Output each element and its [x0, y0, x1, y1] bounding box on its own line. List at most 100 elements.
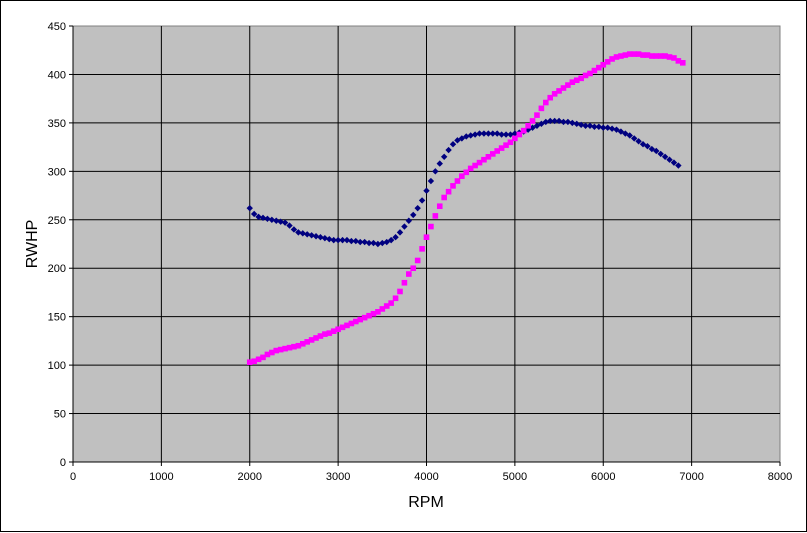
- data-point: [282, 345, 288, 352]
- data-point: [365, 239, 373, 247]
- data-point: [670, 159, 678, 166]
- data-point: [375, 309, 381, 315]
- data-point: [401, 223, 408, 230]
- y-tick-label: 50: [54, 409, 66, 421]
- data-point: [556, 88, 562, 94]
- data-point: [582, 122, 589, 129]
- data-point: [268, 216, 276, 223]
- data-point: [450, 183, 456, 189]
- data-point: [374, 240, 382, 248]
- gridlines: [69, 26, 780, 466]
- data-point: [520, 127, 527, 134]
- data-point: [322, 331, 328, 337]
- data-point: [503, 142, 509, 148]
- data-point: [299, 340, 306, 347]
- data-point: [246, 359, 253, 366]
- series-2: [246, 51, 686, 366]
- x-tick-label: 8000: [768, 471, 792, 483]
- data-point: [273, 347, 280, 354]
- data-point: [640, 52, 646, 58]
- data-point: [630, 135, 638, 142]
- data-point: [348, 320, 355, 327]
- data-point: [489, 151, 496, 157]
- y-tick-label: 400: [48, 69, 66, 81]
- data-point: [591, 67, 598, 74]
- data-point: [538, 105, 545, 112]
- data-point: [449, 141, 457, 148]
- data-point: [600, 124, 607, 131]
- data-point: [348, 237, 355, 245]
- data-point: [410, 265, 417, 272]
- data-point: [596, 64, 602, 71]
- data-point: [617, 128, 625, 135]
- data-point: [427, 177, 435, 185]
- data-point: [649, 53, 655, 59]
- y-axis-ticks: 0 50 100 150 200 250 300 350 400 450: [48, 21, 73, 469]
- data-point: [361, 314, 368, 321]
- data-point: [569, 79, 576, 85]
- data-point: [600, 61, 607, 68]
- data-point: [445, 188, 452, 195]
- data-point: [396, 229, 404, 236]
- data-point: [639, 141, 647, 148]
- data-point: [679, 60, 686, 66]
- data-point: [339, 236, 346, 244]
- data-point: [277, 346, 284, 353]
- data-point: [578, 75, 584, 82]
- data-point: [498, 145, 505, 151]
- data-point: [577, 121, 585, 129]
- data-point: [423, 234, 430, 241]
- data-point: [502, 131, 510, 138]
- data-point: [312, 233, 320, 240]
- data-point: [560, 85, 567, 91]
- data-point: [516, 131, 523, 138]
- data-point: [613, 126, 620, 133]
- data-point: [295, 229, 302, 236]
- data-point: [463, 133, 470, 140]
- data-point: [352, 237, 359, 245]
- data-point: [542, 118, 550, 126]
- data-point: [308, 337, 315, 343]
- data-point: [357, 316, 364, 323]
- data-point: [397, 288, 403, 295]
- data-point: [343, 236, 351, 244]
- x-tick-label: 5000: [503, 471, 527, 483]
- data-point: [635, 138, 642, 145]
- data-point: [313, 335, 319, 341]
- data-point: [406, 271, 412, 277]
- data-point: [653, 53, 660, 59]
- x-tick-label: 0: [70, 471, 76, 483]
- data-point: [512, 135, 518, 142]
- data-point: [387, 236, 395, 244]
- data-point: [383, 303, 390, 309]
- data-point: [388, 300, 394, 306]
- data-point: [547, 117, 554, 125]
- data-point: [418, 197, 426, 204]
- data-point: [379, 306, 386, 312]
- data-point: [675, 58, 682, 64]
- data-point: [608, 125, 616, 132]
- data-point: [414, 204, 421, 212]
- data-point: [246, 204, 253, 212]
- y-tick-label: 350: [48, 118, 66, 130]
- data-point: [317, 333, 324, 339]
- data-point: [303, 231, 311, 238]
- data-point: [644, 142, 651, 150]
- y-tick-label: 100: [48, 360, 66, 372]
- data-point: [260, 354, 266, 361]
- data-point: [251, 358, 257, 365]
- data-point: [648, 145, 656, 153]
- data-point: [428, 223, 434, 230]
- data-point: [405, 217, 413, 224]
- data-point: [423, 187, 430, 194]
- data-point: [587, 70, 593, 77]
- data-point: [264, 215, 271, 223]
- data-point: [264, 351, 271, 358]
- data-point: [334, 236, 342, 244]
- data-point: [569, 119, 576, 127]
- data-point: [317, 234, 324, 241]
- data-point: [250, 210, 258, 218]
- data-point: [326, 330, 333, 336]
- x-tick-label: 2000: [238, 471, 262, 483]
